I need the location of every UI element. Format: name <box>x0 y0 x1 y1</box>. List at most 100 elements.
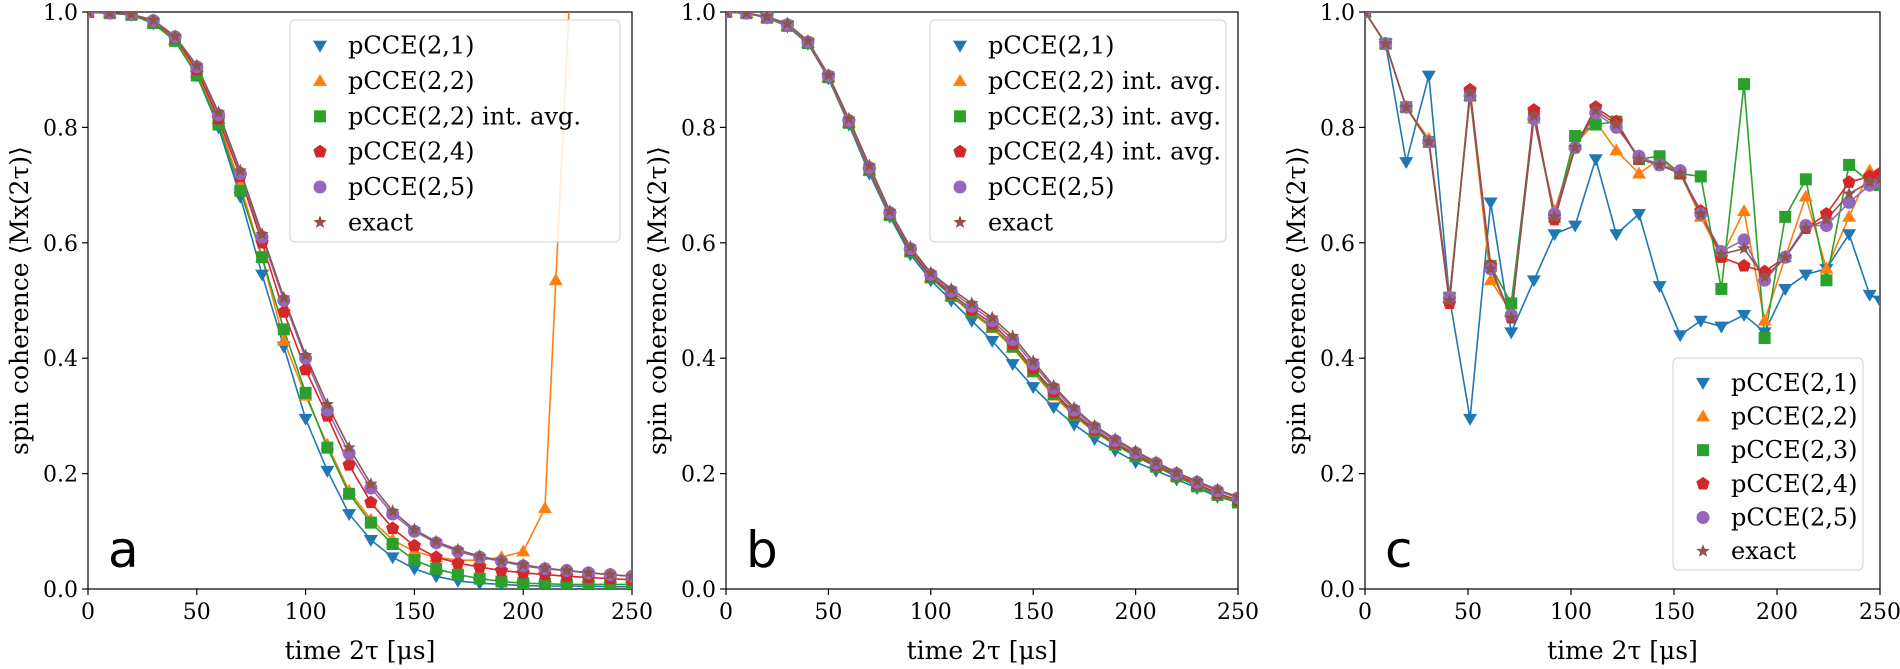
legend-marker <box>953 215 967 228</box>
data-point <box>1737 204 1752 216</box>
legend-marker <box>313 144 327 158</box>
data-point <box>1652 281 1667 294</box>
data-point <box>364 516 377 529</box>
data-point <box>233 163 247 177</box>
legend-marker <box>1696 377 1710 390</box>
data-point <box>277 323 290 336</box>
legend-marker <box>313 180 327 194</box>
axes-frame <box>87 11 633 590</box>
data-point <box>1483 197 1498 210</box>
data-point <box>1631 209 1646 221</box>
y-tick-label: 0.2 <box>1320 463 1355 488</box>
data-point <box>1047 378 1061 392</box>
data-point <box>1569 130 1582 143</box>
data-point <box>1568 220 1583 233</box>
data-point <box>538 577 551 589</box>
data-point <box>924 265 938 279</box>
chart-panel-a: 0 50 100 150 200 250 0.0 0.2 0.4 0.6 0.8 1.0 time 2τ… <box>5 1 653 665</box>
legend-entry: pCCE(2,1) <box>988 32 1115 60</box>
legend-marker <box>953 180 967 194</box>
data-point <box>1819 212 1834 226</box>
data-point <box>88 12 93 18</box>
data-point <box>780 16 795 30</box>
data-point <box>342 509 357 521</box>
data-point <box>1842 209 1857 222</box>
panel-label: b <box>746 521 778 579</box>
data-point <box>862 158 877 172</box>
x-tick-label: 100 <box>285 600 327 625</box>
data-point <box>964 315 979 328</box>
data-point <box>1046 402 1061 415</box>
data-point <box>1631 166 1646 179</box>
legend-box <box>1672 357 1864 571</box>
data-point <box>1873 295 1880 308</box>
data-point <box>255 269 270 282</box>
data-point <box>1737 258 1751 272</box>
y-tick-label: 0.4 <box>43 347 78 372</box>
legend: pCCE(2,1) pCCE(2,2) pCCE(2,3) pCCE(2,4) pCCE… <box>1672 357 1864 571</box>
legend-entry: pCCE(2,2) <box>1731 403 1858 431</box>
data-point <box>1399 157 1414 170</box>
data-point <box>168 29 182 42</box>
data-point <box>1863 175 1877 188</box>
data-point <box>1842 195 1856 209</box>
data-point <box>256 251 269 264</box>
x-axis-title: time 2τ [μs] <box>907 636 1058 665</box>
data-point <box>1026 382 1041 395</box>
data-point <box>1589 103 1603 116</box>
data-point <box>451 556 465 569</box>
data-point <box>1843 158 1856 171</box>
data-point <box>1210 482 1225 496</box>
data-point <box>320 397 335 411</box>
x-tick-label: 250 <box>1859 600 1900 625</box>
data-point <box>364 481 378 495</box>
data-point <box>1715 282 1728 295</box>
data-point <box>451 568 464 581</box>
data-point <box>342 440 356 454</box>
x-tick-label: 250 <box>611 600 653 625</box>
legend-marker <box>313 74 327 86</box>
data-point <box>1609 143 1624 156</box>
y-tick-label: 0.2 <box>681 463 716 488</box>
data-point <box>1842 175 1856 188</box>
x-tick-label: 50 <box>1454 600 1482 625</box>
y-tick-label: 0.6 <box>43 232 78 257</box>
data-point <box>517 577 530 589</box>
data-point <box>1842 186 1856 200</box>
y-tick-label: 1.0 <box>1320 1 1355 26</box>
data-point <box>277 305 291 318</box>
data-point <box>1693 315 1708 328</box>
data-point <box>146 13 160 26</box>
legend-entry: pCCE(2,5) <box>1731 504 1858 532</box>
legend-entry: pCCE(2,2) <box>348 67 475 95</box>
data-point <box>965 296 979 310</box>
data-point <box>1757 270 1772 284</box>
legend-entry: pCCE(2,3) <box>1731 436 1858 464</box>
legend-entry: exact <box>348 208 413 236</box>
data-point <box>560 578 573 589</box>
data-point <box>1399 100 1413 113</box>
data-point <box>1422 134 1436 148</box>
data-point <box>1504 327 1519 340</box>
panel-label: a <box>108 521 139 579</box>
y-tick-label: 0.0 <box>681 578 716 603</box>
data-point <box>1609 229 1624 242</box>
legend-marker <box>953 144 967 158</box>
data-point <box>903 239 917 253</box>
data-point <box>124 12 139 20</box>
y-tick-label: 0.0 <box>1320 578 1355 603</box>
data-point <box>1779 210 1792 223</box>
y-tick-label: 0.6 <box>681 232 716 257</box>
data-point <box>407 563 422 576</box>
data-point <box>842 111 856 125</box>
data-point <box>298 362 313 376</box>
data-point <box>1365 12 1370 18</box>
data-point <box>1799 221 1813 235</box>
data-point <box>1588 154 1603 167</box>
legend-box <box>929 19 1227 243</box>
data-point <box>1568 140 1582 154</box>
legend-marker <box>953 40 967 53</box>
data-point <box>1589 118 1602 131</box>
y-axis-title: spin coherence ⟨Mx(2τ)⟩ <box>5 146 34 455</box>
data-point <box>1505 297 1518 310</box>
